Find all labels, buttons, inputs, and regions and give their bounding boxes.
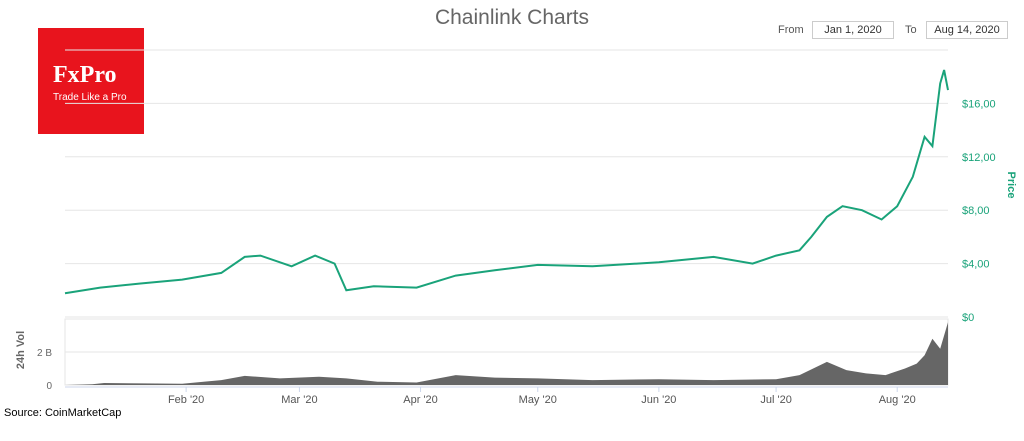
logo-brand: FxPro — [53, 62, 117, 88]
y-tick-label: $0 — [962, 312, 974, 324]
from-label: From — [778, 24, 804, 36]
x-tick-label: Jul '20 — [760, 394, 791, 406]
x-tick-label: Aug '20 — [879, 394, 916, 406]
from-date-input[interactable]: Jan 1, 2020 — [812, 21, 894, 39]
fxpro-logo: FxPro Trade Like a Pro — [38, 28, 144, 134]
source-note: Source: CoinMarketCap — [4, 407, 122, 419]
y-tick-label: $4,00 — [962, 259, 990, 271]
y-axis-label: Price — [1005, 172, 1017, 199]
x-tick-label: Jun '20 — [641, 394, 676, 406]
logo-tagline: Trade Like a Pro — [53, 92, 127, 103]
volume-tick-label: 2 B — [37, 348, 52, 359]
y-tick-label: $16,00 — [962, 98, 996, 110]
x-tick-label: May '20 — [519, 394, 557, 406]
to-label: To — [905, 24, 917, 36]
chart-title: Chainlink Charts — [434, 6, 590, 29]
volume-area — [65, 322, 948, 385]
x-tick-label: Apr '20 — [403, 394, 438, 406]
x-tick-label: Feb '20 — [168, 394, 204, 406]
price-line — [64, 69, 949, 295]
to-date-input[interactable]: Aug 14, 2020 — [926, 21, 1008, 39]
y-tick-label: $12,00 — [962, 152, 996, 164]
y-tick-label: $8,00 — [962, 205, 990, 217]
x-tick-label: Mar '20 — [281, 394, 317, 406]
volume-tick-label: 0 — [46, 381, 52, 392]
volume-axis-label: 24h Vol — [15, 331, 27, 369]
